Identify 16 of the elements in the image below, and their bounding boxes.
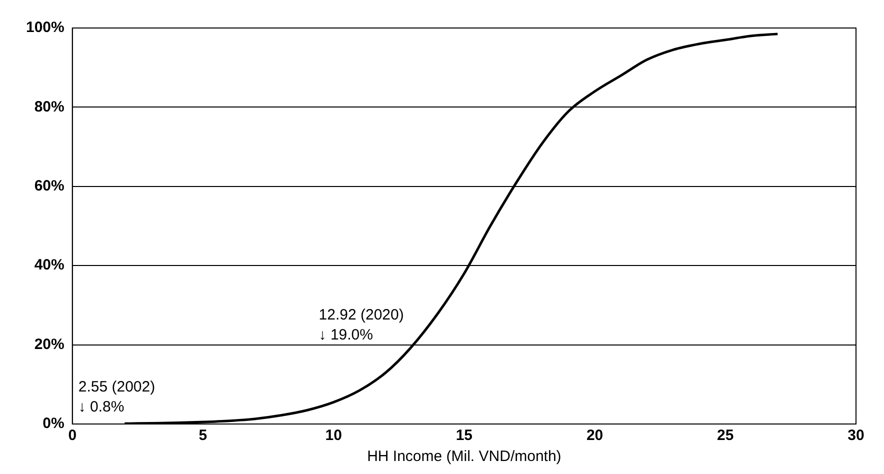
x-tick-label: 5 [198,427,208,444]
x-tick-label: 30 [848,427,864,444]
x-tick-label: 25 [717,427,734,444]
y-tick-label: 0% [42,415,64,432]
y-tick-label: 20% [34,336,64,353]
x-tick-label: 0 [68,427,77,444]
annotation: 12.92 (2020) ↓ 19.0% [318,306,404,344]
x-axis-title: HH Income (Mil. VND/month) [367,448,562,466]
y-tick-label: 60% [34,178,64,195]
y-tick-label: 100% [26,19,64,36]
y-tick-label: 80% [34,98,64,116]
annotation: 2.55 (2002) ↓ 0.8% [78,378,156,416]
x-tick-label: 15 [456,427,473,444]
x-tick-label: 10 [325,427,342,444]
x-tick-label: 20 [586,427,604,444]
y-tick-label: 40% [34,256,64,274]
